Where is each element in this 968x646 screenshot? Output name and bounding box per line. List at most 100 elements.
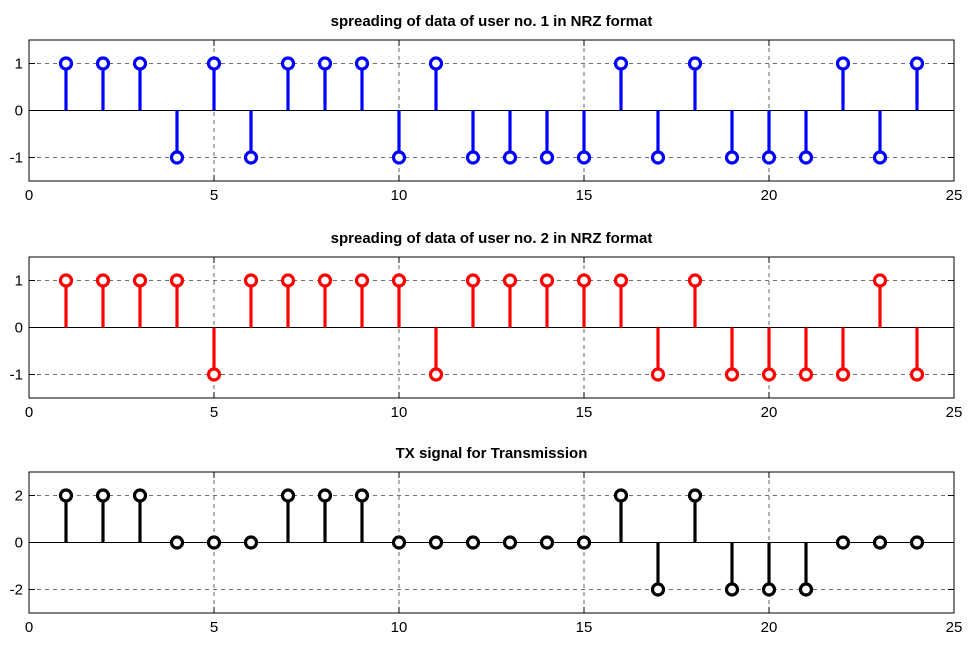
x-tick-label: 15 — [576, 619, 593, 636]
x-tick-label: 10 — [391, 187, 408, 204]
stem-marker — [613, 273, 629, 288]
x-tick-label: 25 — [946, 404, 963, 421]
stem-marker — [909, 56, 925, 71]
stem-marker — [761, 150, 777, 165]
stem-marker — [872, 150, 888, 165]
stem-marker — [58, 273, 74, 288]
y-tick-label: 0 — [15, 535, 23, 552]
stem-marker — [650, 367, 666, 382]
x-tick-label: 5 — [210, 187, 218, 204]
stem-marker — [872, 535, 888, 550]
stem-marker — [502, 150, 518, 165]
y-tick-label: -1 — [10, 367, 23, 384]
x-tick-label: 15 — [576, 187, 593, 204]
stem-marker — [280, 488, 296, 503]
stem-marker — [687, 273, 703, 288]
stem-marker — [95, 56, 111, 71]
stem-marker — [206, 367, 222, 382]
stem-marker — [280, 56, 296, 71]
stem-marker — [428, 535, 444, 550]
x-tick-label: 10 — [391, 619, 408, 636]
stem-marker — [132, 488, 148, 503]
x-tick-label: 20 — [761, 187, 778, 204]
stem-marker — [169, 150, 185, 165]
stem-marker — [909, 367, 925, 382]
stem-marker — [317, 488, 333, 503]
stem-marker — [687, 56, 703, 71]
stem-marker — [502, 535, 518, 550]
x-tick-label: 15 — [576, 404, 593, 421]
stem-marker — [576, 150, 592, 165]
chart-title: spreading of data of user no. 2 in NRZ f… — [331, 230, 653, 247]
stem-marker — [761, 582, 777, 597]
stem-marker — [576, 535, 592, 550]
stem-marker — [798, 582, 814, 597]
stem-marker — [687, 488, 703, 503]
stem-marker — [835, 367, 851, 382]
y-tick-label: 1 — [15, 273, 23, 290]
stem-marker — [58, 56, 74, 71]
stem-marker — [465, 150, 481, 165]
stem-marker — [243, 273, 259, 288]
x-tick-label: 0 — [25, 187, 33, 204]
stem-marker — [169, 535, 185, 550]
x-tick-label: 5 — [210, 404, 218, 421]
x-tick-label: 0 — [25, 404, 33, 421]
stem-marker — [798, 367, 814, 382]
stem-marker — [835, 56, 851, 71]
stem-marker — [761, 367, 777, 382]
stem-marker — [354, 488, 370, 503]
y-tick-label: 0 — [15, 320, 23, 337]
stem-marker — [280, 273, 296, 288]
stem-marker — [502, 273, 518, 288]
stem-marker — [539, 535, 555, 550]
x-tick-label: 20 — [761, 619, 778, 636]
panel-user-2-spreading: spreading of data of user no. 2 in NRZ f… — [10, 230, 963, 421]
stem-marker — [391, 150, 407, 165]
x-tick-label: 10 — [391, 404, 408, 421]
stem-marker — [465, 273, 481, 288]
stem-marker — [539, 150, 555, 165]
stem-marker — [391, 535, 407, 550]
chart-title: spreading of data of user no. 1 in NRZ f… — [331, 13, 653, 30]
stem-marker — [58, 488, 74, 503]
stem-marker — [798, 150, 814, 165]
stem-marker — [95, 488, 111, 503]
stem-marker — [391, 273, 407, 288]
stem-marker — [428, 56, 444, 71]
stem-marker — [132, 273, 148, 288]
stem-marker — [169, 273, 185, 288]
chart-title: TX signal for Transmission — [396, 445, 588, 462]
stem-marker — [95, 273, 111, 288]
x-tick-label: 5 — [210, 619, 218, 636]
panel-user-1-spreading: spreading of data of user no. 1 in NRZ f… — [10, 13, 963, 204]
stem-marker — [909, 535, 925, 550]
y-tick-label: -1 — [10, 150, 23, 167]
stem-marker — [465, 535, 481, 550]
stem-marker — [613, 488, 629, 503]
stem-marker — [317, 56, 333, 71]
stem-marker — [650, 582, 666, 597]
stem-marker — [243, 535, 259, 550]
stem-marker — [539, 273, 555, 288]
stem-marker — [576, 273, 592, 288]
stem-marker — [835, 535, 851, 550]
x-tick-label: 25 — [946, 187, 963, 204]
y-tick-label: 1 — [15, 56, 23, 73]
panel-tx-signal: TX signal for Transmission 0 5 10 15 20 25 -2 0 2 — [10, 445, 963, 636]
y-tick-label: -2 — [10, 582, 23, 599]
stem-marker — [317, 273, 333, 288]
x-tick-label: 20 — [761, 404, 778, 421]
y-tick-label: 0 — [15, 103, 23, 120]
stem-marker — [724, 150, 740, 165]
y-tick-label: 2 — [15, 488, 23, 505]
stem-marker — [206, 56, 222, 71]
stem-marker — [724, 367, 740, 382]
stem-marker — [243, 150, 259, 165]
stem-marker — [872, 273, 888, 288]
stem-marker — [613, 56, 629, 71]
stem-marker — [354, 56, 370, 71]
stem-marker — [354, 273, 370, 288]
stem-marker — [650, 150, 666, 165]
